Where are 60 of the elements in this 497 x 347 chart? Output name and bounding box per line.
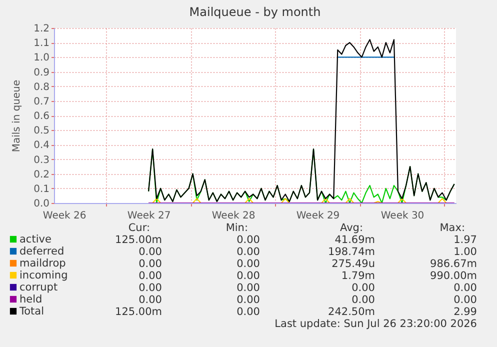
y-tick-label: 0.2 (34, 169, 50, 180)
legend-label: incoming (20, 269, 68, 282)
text: 0.00 (236, 282, 260, 294)
text: 0.00 (138, 282, 162, 294)
y-axis-title: Mails in queue (12, 80, 23, 152)
legend-label: deferred (20, 245, 64, 258)
chart-title: Mailqueue - by month (189, 5, 321, 19)
text: Last update: Sun Jul 26 23:20:00 2026 (274, 318, 478, 330)
y-tick-label: 0.4 (34, 140, 50, 152)
text: 125.00m (115, 306, 162, 318)
text: 275.49u (332, 258, 375, 270)
text: 990.00m (430, 270, 477, 282)
text: 0.00 (454, 282, 477, 294)
legend-label: held (20, 293, 42, 306)
text: 0.00 (454, 294, 477, 306)
y-tick-label: 1.1 (34, 38, 50, 50)
y-tick-label: 0.3 (34, 154, 50, 166)
text: 1.97 (454, 234, 477, 246)
text: Cur: (128, 222, 150, 234)
text: 0.00 (236, 234, 260, 246)
text: 0.00 (352, 294, 375, 306)
text: 125.00m (115, 234, 162, 246)
text: 242.50m (328, 306, 375, 318)
text: 0.00 (236, 246, 260, 258)
text: 0.00 (352, 282, 375, 294)
text: 0.00 (138, 270, 162, 282)
x-tick-label: Week 27 (127, 210, 171, 222)
legend-label: Total (18, 305, 44, 318)
y-tick-label: 0.7 (34, 96, 50, 108)
text: 0.00 (236, 258, 260, 270)
x-tick-label: Week 29 (296, 210, 340, 222)
text: 2.99 (454, 306, 477, 318)
x-tick-label: Week 28 (212, 210, 256, 222)
text: 1.79m (341, 270, 375, 282)
text: 986.67m (430, 258, 477, 270)
y-tick-label: 1.0 (34, 52, 50, 64)
legend-label: maildrop (20, 257, 66, 270)
text: 41.69m (334, 234, 375, 246)
text: 198.74m (328, 246, 375, 258)
text: 0.00 (138, 294, 162, 306)
y-tick-label: 0.9 (34, 67, 50, 78)
legend-label: active (20, 233, 52, 246)
text: 0.00 (138, 246, 162, 258)
y-tick-label: 0.6 (34, 111, 50, 122)
text: 0.00 (236, 294, 260, 306)
y-tick-label: 0.5 (34, 126, 50, 137)
text: 1.00 (454, 246, 477, 258)
text: Min: (226, 222, 248, 234)
text: Avg: (340, 222, 363, 234)
x-tick-label: Week 26 (42, 210, 86, 222)
text: Max: (440, 222, 465, 234)
text: 0.00 (236, 306, 260, 318)
text: 0.00 (236, 270, 260, 282)
legend-label: corrupt (20, 281, 58, 294)
y-tick-label: 0.0 (34, 198, 50, 210)
x-tick-label: Week 30 (380, 210, 424, 222)
text: 0.00 (138, 258, 162, 270)
y-tick-label: 1.2 (34, 24, 50, 34)
y-tick-label: 0.8 (34, 82, 50, 93)
y-tick-label: 0.1 (34, 184, 50, 195)
